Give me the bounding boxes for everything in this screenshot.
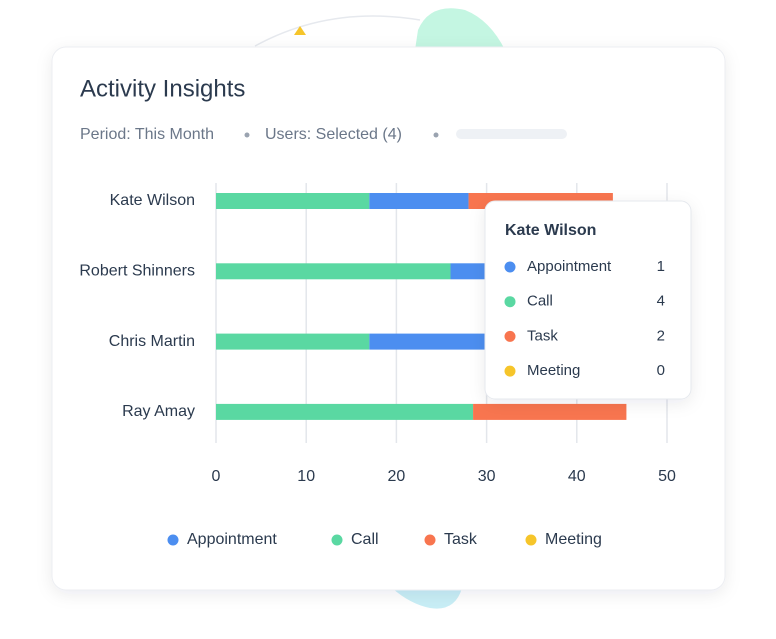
legend-label: Call [351,531,379,548]
tooltip-title: Kate Wilson [505,222,596,239]
x-tick-label: 40 [568,468,586,485]
decor-triangle [294,26,306,35]
x-tick-label: 20 [388,468,406,485]
tooltip-marker [504,296,516,308]
legend-label: Appointment [187,531,277,548]
bar-segment [369,333,496,350]
bar-segment [216,333,370,350]
legend-label: Task [444,531,478,548]
legend-marker [424,534,436,546]
tooltip [484,200,692,400]
tooltip-marker [504,261,516,273]
decor-blob [415,8,505,50]
legend-label: Meeting [545,531,602,548]
x-tick-label: 10 [297,468,315,485]
filter-users[interactable]: Users: Selected (4) [265,126,402,143]
decor-blob [392,588,462,609]
x-tick-label: 30 [478,468,496,485]
bar-segment [216,403,474,420]
filter-period[interactable]: Period: This Month [80,126,214,143]
tooltip-label: Meeting [527,362,580,379]
x-tick-label: 50 [658,468,676,485]
bar-segment [216,263,451,280]
tooltip-value: 2 [657,327,665,344]
decor-arc [254,15,421,47]
bar-segment [369,193,469,209]
legend-marker [331,534,343,546]
x-tick-label: 0 [212,468,221,485]
separator [244,132,250,138]
bar-segment [473,403,627,420]
tooltip-label: Call [527,293,553,310]
tooltip-label: Task [527,327,558,344]
tooltip-value: 4 [657,293,665,310]
tooltip-marker [504,365,516,377]
tooltip-value: 1 [657,258,665,275]
bar-segment [216,193,370,209]
card [51,46,726,591]
legend-marker [525,534,537,546]
separator [433,132,439,138]
category-label: Kate Wilson [110,192,195,209]
legend-marker [167,534,179,546]
category-label: Robert Shinners [79,263,195,280]
category-label: Chris Martin [109,333,195,350]
placeholder [456,129,567,139]
tooltip-value: 0 [657,362,665,379]
category-label: Ray Amay [122,403,195,420]
tooltip-label: Appointment [527,258,612,275]
card-title: Activity Insights [80,75,245,102]
tooltip-marker [504,330,516,342]
